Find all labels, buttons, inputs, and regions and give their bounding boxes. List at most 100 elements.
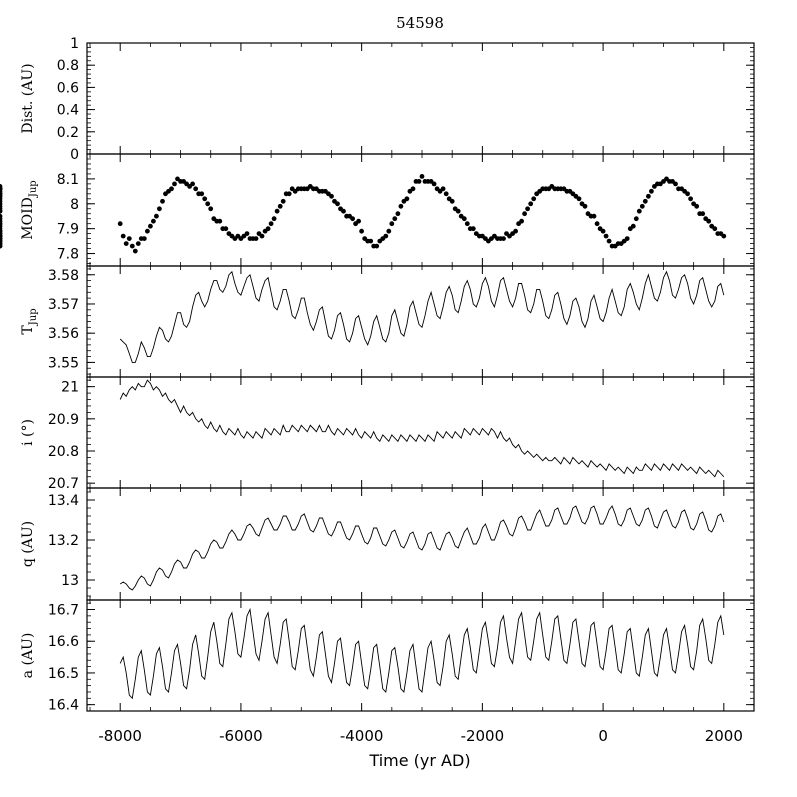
moid-point [259,233,265,239]
moid-point [389,221,395,227]
y-tick-label: 3.57 [48,297,79,313]
x-tick-label: -8000 [98,727,142,745]
y-tick-label: 21 [61,380,79,396]
moid-point [461,216,467,222]
x-tick-label: -2000 [461,727,505,745]
series-line-tjup [119,270,725,363]
moid-point [217,218,223,224]
y-tick-label: 1 [70,36,79,52]
panel-q: 13 13.2 13.4 q (AU) [20,487,755,601]
moid-point [624,236,630,242]
panel-a: 16.4 16.5 16.6 16.7 a (AU) [20,599,755,714]
moid-point [145,228,150,234]
moid-point [522,211,527,217]
panels-group: 0 0.2 0.4 0.6 0.8 1 Dist. (AU) 7.8 7.9 8 8.1 MOIDJu… [0,36,755,714]
y-tick-label: 0.4 [57,103,79,119]
moid-point [202,196,208,202]
moid-point [350,216,355,222]
chart-title: 54598 [396,14,444,32]
moid-point [148,223,153,229]
moid-point [274,208,280,214]
moid-point [416,179,422,184]
moid-point [431,181,437,187]
moid-point [120,233,126,239]
moid-point [636,208,642,214]
y-tick-label: 3.55 [48,355,79,371]
moid-point [193,186,199,192]
y-axis-label-incl: i (°) [20,419,36,446]
moid-point [386,228,392,234]
y-tick-label: 8 [70,197,79,213]
moid-point [470,226,476,232]
moid-point [199,191,205,197]
moid-point [244,231,250,237]
moid-point [208,206,214,212]
moid-point [117,221,123,227]
moid-point [392,216,398,222]
panel-moid: 7.8 7.9 8 8.1 MOIDJup [0,153,755,267]
moid-point [630,223,636,229]
moid-point [591,213,597,219]
moid-point [160,198,165,204]
moid-point [157,206,162,212]
y-tick-label: 13.2 [48,533,79,549]
moid-point [169,186,174,192]
moid-point [395,211,401,217]
moid-point [280,198,286,204]
moid-point [271,216,277,222]
moid-point [132,248,138,254]
y-tick-label: 13 [61,573,79,589]
moid-point [646,193,651,199]
moid-point [673,181,678,187]
panel-incl: 20.7 20.8 20.9 21 i (°) [20,376,755,492]
moid-point [335,201,340,207]
moid-point [603,233,609,239]
moid-point [383,233,389,239]
moid-point [398,203,404,209]
x-tick-label: -6000 [219,727,263,745]
y-tick-label: 7.9 [57,222,79,238]
moid-point [464,221,470,227]
panel-dist: 0 0.2 0.4 0.6 0.8 1 Dist. (AU) [20,36,755,163]
y-axis-label-tjup: TJup [20,308,39,334]
x-axis-label: Time (yr AD) [368,751,470,770]
series-line-q [119,505,725,591]
moid-point [0,241,3,246]
moid-point [0,236,3,241]
moid-point [688,196,693,202]
y-tick-label: 0.6 [57,80,79,96]
moid-point [712,226,718,232]
moid-point [685,191,690,197]
moid-point [368,238,374,244]
y-tick-label: 0.8 [57,58,79,74]
y-tick-label: 13.4 [48,493,79,509]
y-axis-label-q: q (AU) [20,521,36,567]
y-tick-label: 20.7 [48,476,79,492]
moid-point [253,236,259,242]
moid-point [501,236,506,242]
panel-frame [86,487,755,601]
panel-frame [86,265,755,378]
panel-frame [86,376,755,489]
moid-point [268,221,274,227]
moid-point [0,213,3,219]
moid-point [633,216,639,222]
moid-point [205,201,211,207]
moid-point [594,221,600,227]
moid-point [154,213,159,219]
y-tick-label: 7.8 [57,247,79,263]
series-line-a [119,607,725,700]
y-tick-label: 16.5 [48,666,79,682]
moid-point [129,243,135,249]
moid-point [190,181,196,187]
moid-point [576,196,582,202]
moid-point [455,208,461,214]
panel-frame [86,42,755,155]
panel-frame [86,153,755,267]
moid-point [0,208,3,214]
moid-point [721,233,727,239]
moid-point [223,226,229,232]
moid-point [639,203,645,209]
y-tick-label: 3.56 [48,326,79,342]
panel-tjup: 3.55 3.56 3.57 3.58 TJup [20,265,755,378]
